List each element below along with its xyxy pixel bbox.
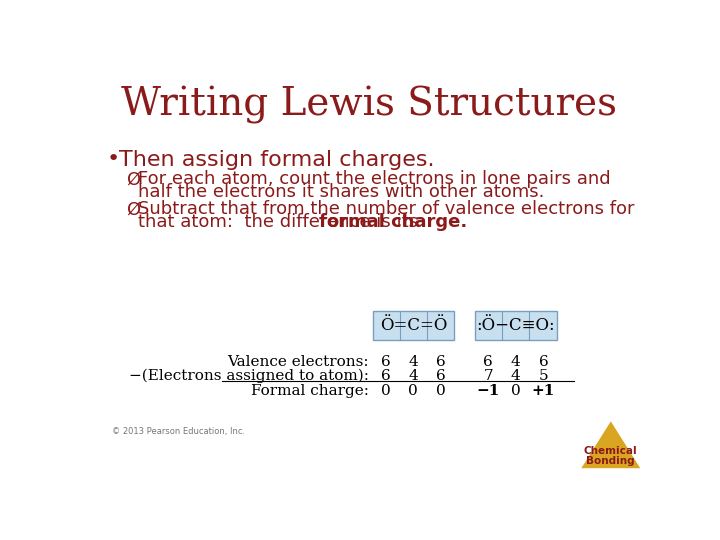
Text: 4: 4 (510, 355, 521, 369)
Text: Chemical: Chemical (584, 446, 638, 456)
Text: •: • (107, 150, 120, 170)
Text: Subtract that from the number of valence electrons for: Subtract that from the number of valence… (138, 200, 634, 218)
Text: 6: 6 (539, 355, 548, 369)
Text: 6: 6 (381, 369, 391, 383)
Text: 5: 5 (539, 369, 548, 383)
Text: 4: 4 (408, 355, 418, 369)
Text: 7: 7 (484, 369, 493, 383)
Text: © 2013 Pearson Education, Inc.: © 2013 Pearson Education, Inc. (112, 427, 245, 436)
Text: :Ö−C≡O:: :Ö−C≡O: (477, 318, 555, 334)
Text: +1: +1 (531, 383, 555, 397)
Text: 0: 0 (436, 383, 446, 397)
Bar (475, 311, 557, 340)
Text: For each atom, count the electrons in lone pairs and: For each atom, count the electrons in lo… (138, 170, 611, 188)
Text: that atom:  the difference is its: that atom: the difference is its (138, 213, 424, 232)
Text: Valence electrons:: Valence electrons: (228, 355, 369, 369)
Text: 6: 6 (381, 355, 391, 369)
Text: 4: 4 (510, 369, 521, 383)
Text: 6: 6 (436, 369, 446, 383)
Text: 0: 0 (510, 383, 521, 397)
Text: Writing Lewis Structures: Writing Lewis Structures (121, 86, 617, 124)
Polygon shape (581, 421, 640, 468)
Bar (373, 311, 454, 340)
Text: 0: 0 (408, 383, 418, 397)
Text: −1: −1 (477, 383, 500, 397)
Text: 6: 6 (483, 355, 493, 369)
Text: 0: 0 (381, 383, 391, 397)
Text: Formal charge:: Formal charge: (251, 383, 369, 397)
Text: −(Electrons assigned to atom):: −(Electrons assigned to atom): (129, 369, 369, 383)
Text: Bonding: Bonding (587, 456, 635, 465)
Text: Ø: Ø (126, 170, 140, 188)
Text: 6: 6 (436, 355, 446, 369)
Text: 4: 4 (408, 369, 418, 383)
Text: half the electrons it shares with other atoms.: half the electrons it shares with other … (138, 184, 544, 201)
Text: Ø: Ø (126, 200, 140, 218)
Text: Ö=C=Ö: Ö=C=Ö (380, 318, 447, 334)
Text: Then assign formal charges.: Then assign formal charges. (120, 150, 435, 170)
Text: formal charge.: formal charge. (320, 213, 468, 232)
